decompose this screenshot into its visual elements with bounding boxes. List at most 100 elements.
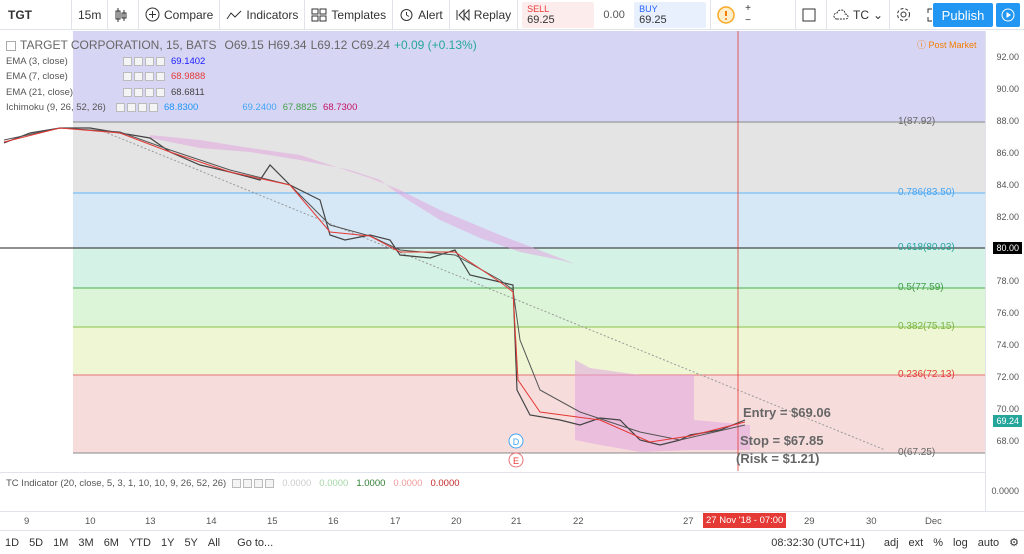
settings-icon[interactable] [243, 479, 253, 488]
layout-name: TC [852, 7, 869, 22]
clock: 08:32:30 (UTC+11) [771, 536, 865, 549]
price-tick: 82.00 [996, 212, 1019, 222]
price-tick: 76.00 [996, 308, 1019, 318]
compare-button[interactable]: Compare [139, 0, 221, 30]
collapse-icon[interactable] [6, 40, 16, 51]
log-toggle[interactable]: log [953, 536, 968, 549]
templates-button[interactable]: Templates [305, 0, 394, 30]
legend-ema21[interactable]: EMA (21, close) 68.6811 [6, 85, 477, 101]
range-all[interactable]: All [207, 536, 221, 549]
close-icon[interactable] [265, 479, 275, 488]
layout-menu[interactable]: TC ⌄ [827, 0, 891, 30]
time-tick: 20 [451, 516, 462, 527]
range-ytd[interactable]: YTD [128, 536, 151, 549]
auto-toggle[interactable]: auto [977, 536, 1000, 549]
range-3m[interactable]: 3M [78, 536, 94, 549]
chart-canvas[interactable]: D E [0, 31, 985, 471]
range-5d[interactable]: 5D [29, 536, 44, 549]
time-tick: 16 [328, 516, 339, 527]
minus-icon[interactable]: − [745, 14, 751, 26]
replay-button[interactable]: Replay [450, 0, 519, 30]
close-icon[interactable] [156, 56, 165, 66]
sell-label: SELL [527, 3, 550, 14]
settings-icon[interactable] [134, 72, 143, 82]
fib-label-786: 0.786(83.50) [898, 187, 955, 198]
publish-button[interactable]: Publish [933, 3, 993, 27]
entry-note: Entry = $69.06 [743, 405, 831, 420]
eye-icon[interactable] [123, 56, 132, 66]
buy-button[interactable]: BUY 69.25 [634, 1, 707, 28]
cloud-icon [833, 8, 849, 19]
legend-ema3[interactable]: EMA (3, close) 69.1402 [6, 54, 477, 70]
ema7-value: 68.9888 [171, 71, 206, 82]
candles-icon [115, 7, 127, 22]
ichimoku-v1: 68.8300 [164, 102, 199, 113]
more-icon[interactable] [145, 72, 154, 82]
fib-zone-382-236 [73, 327, 985, 375]
fib-label-618: 0.618(80.03) [898, 242, 955, 253]
eye-icon[interactable] [116, 103, 125, 113]
more-icon[interactable] [138, 103, 147, 113]
eye-icon[interactable] [232, 479, 242, 488]
more-icon[interactable] [254, 479, 264, 488]
indicators-button[interactable]: Indicators [220, 0, 306, 30]
sell-button[interactable]: SELL 69.25 [522, 1, 595, 28]
range-1d[interactable]: 1D [5, 536, 20, 549]
time-tick: 27 [683, 516, 694, 527]
price-tick: 84.00 [996, 180, 1019, 190]
settings-icon[interactable] [134, 87, 143, 97]
settings-button[interactable] [890, 0, 921, 30]
chevron-down-icon: ⌄ [872, 7, 884, 22]
eye-icon[interactable] [123, 72, 132, 82]
plus-icon[interactable]: + [745, 2, 751, 14]
info-circle-icon: ⓘ [917, 40, 927, 50]
more-icon[interactable] [145, 56, 154, 66]
adj-toggle[interactable]: adj [883, 536, 899, 549]
info-button[interactable] [711, 0, 745, 30]
post-market-badge: ⓘ Post Market [917, 38, 977, 51]
alert-button[interactable]: Alert [393, 0, 450, 30]
fib-zone-618-5 [73, 248, 985, 288]
gear-icon[interactable]: ⚙ [1009, 537, 1019, 549]
percent-toggle[interactable]: % [933, 536, 944, 549]
tc-indicator-panel[interactable]: TC Indicator (20, close, 5, 3, 1, 10, 10… [0, 472, 985, 510]
price-tick: 90.00 [996, 84, 1019, 94]
price-chart[interactable]: D E [0, 31, 985, 471]
spread-value: 0.00 [603, 8, 625, 21]
legend-ichimoku[interactable]: Ichimoku (9, 26, 52, 26) 68.8300 69.2400… [6, 100, 477, 116]
symbol-search[interactable]: TGT [0, 0, 72, 30]
fib-zone-top [73, 31, 985, 122]
range-1y[interactable]: 1Y [160, 536, 175, 549]
risk-note: (Risk = $1.21) [736, 451, 820, 466]
settings-icon[interactable] [127, 103, 136, 113]
eye-icon[interactable] [123, 87, 132, 97]
fib-label-236: 0.236(72.13) [898, 369, 955, 380]
legend-title-row: TARGET CORPORATION, 15, BATS O69.15 H69.… [6, 38, 477, 54]
range-1m[interactable]: 1M [53, 536, 69, 549]
more-icon[interactable] [145, 87, 154, 97]
chart-type-button[interactable] [108, 0, 139, 30]
time-axis[interactable]: 9 10 13 14 15 16 17 20 21 22 27 29 30 De… [0, 511, 1024, 529]
range-5y[interactable]: 5Y [184, 536, 198, 549]
close-icon[interactable] [156, 72, 165, 82]
layout-button[interactable] [794, 0, 827, 30]
time-tick: 9 [24, 516, 30, 527]
play-button[interactable] [996, 3, 1020, 27]
interval-button[interactable]: 15m [72, 0, 108, 30]
time-tick: 15 [267, 516, 278, 527]
time-cursor-marker: 27 Nov '18 - 07:00 [703, 513, 787, 528]
settings-icon[interactable] [134, 56, 143, 66]
ichimoku-label: Ichimoku (9, 26, 52, 26) [6, 102, 106, 113]
ema7-label: EMA (7, close) [6, 71, 68, 82]
close-icon[interactable] [149, 103, 158, 113]
price-scale[interactable]: 92.00 90.00 88.00 86.00 84.00 82.00 78.0… [985, 31, 1024, 511]
goto-button[interactable]: Go to... [237, 536, 274, 549]
tc-value-5: 0.0000 [430, 478, 460, 489]
close-icon[interactable] [156, 87, 165, 97]
legend-ema7[interactable]: EMA (7, close) 68.9888 [6, 69, 477, 85]
ohlc-high: H69.34 [267, 38, 307, 52]
time-tick: 14 [206, 516, 217, 527]
ext-toggle[interactable]: ext [908, 536, 924, 549]
range-6m[interactable]: 6M [103, 536, 119, 549]
fib-label-1: 1(87.92) [898, 116, 936, 127]
